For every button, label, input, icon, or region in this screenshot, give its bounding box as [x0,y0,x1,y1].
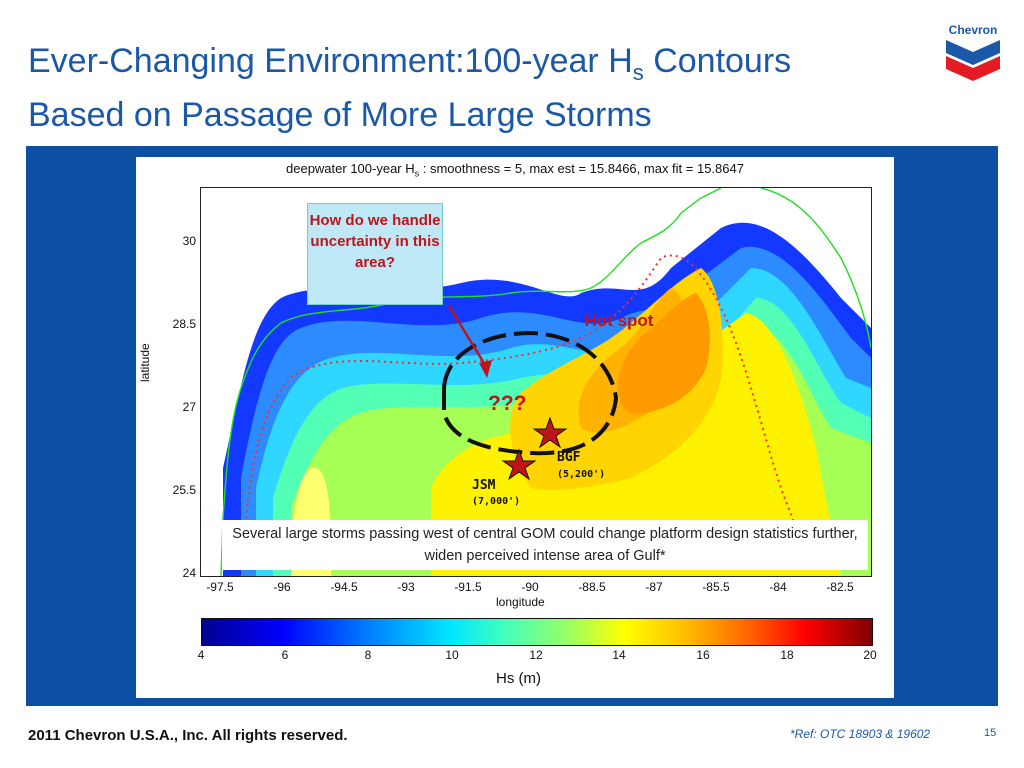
figure-title-sub: s [414,168,420,179]
colorbar-tick: 14 [612,648,626,662]
logo-text: Chevron [949,23,998,37]
title-part1: Ever-Changing Environment:100-year H [28,42,633,80]
x-tick: -90 [521,580,539,594]
colorbar-tick: 12 [529,648,543,662]
callout-box: How do we handle uncertainty in this are… [307,203,443,305]
bgf-star-icon [532,416,568,449]
question-marks: ??? [488,392,527,415]
reference-note: *Ref: OTC 18903 & 19602 [790,727,931,741]
figure-title-part1: deepwater 100-year H [286,161,415,176]
page-number: 15 [984,727,997,739]
slide-title: Ever-Changing Environment:100-year Hs Co… [28,40,928,136]
bgf-depth: (5,200') [557,469,606,480]
bgf-label: BGF [557,450,581,465]
y-tick-25-5: 25.5 [172,483,196,497]
figure-title: deepwater 100-year Hs : smoothness = 5, … [136,161,894,179]
figure-title-part2: : smoothness = 5, max est = 15.8466, max… [419,161,744,176]
title-part2: Contours [643,42,792,80]
y-tick-30: 30 [182,234,196,248]
x-tick: -87 [645,580,663,594]
colorbar-tick: 16 [696,648,710,662]
colorbar-tick: 10 [445,648,459,662]
y-tick-27: 27 [182,400,196,414]
y-tick-28-5: 28.5 [172,317,196,331]
colorbar-tick: 4 [197,648,205,662]
jsm-label: JSM [472,478,496,493]
x-tick: -84 [769,580,787,594]
colorbar-tick: 6 [281,648,289,662]
hot-spot-label: Hot spot [584,311,654,330]
note-box: Several large storms passing west of cen… [222,520,868,570]
title-line2: Based on Passage of More Large Storms [28,95,652,134]
title-subscript: s [632,59,644,85]
colorbar-tick: 8 [364,648,372,662]
jsm-depth: (7,000') [472,496,521,507]
colorbar-tick: 20 [863,648,877,662]
copyright-footer: 2011 Chevron U.S.A., Inc. All rights res… [28,727,348,744]
x-tick: -85.5 [702,580,730,594]
x-axis-label: longitude [496,595,545,609]
colorbar [201,618,873,646]
y-tick-24: 24 [182,566,196,580]
colorbar-tick: 18 [780,648,794,662]
colorbar-label: Hs (m) [496,670,541,687]
x-tick: -97.5 [206,580,234,594]
chevron-logo: Chevron [940,22,1006,84]
x-tick: -96 [273,580,291,594]
jsm-star-icon [501,448,537,481]
x-tick: -91.5 [454,580,482,594]
x-tick: -94.5 [330,580,358,594]
x-tick: -88.5 [578,580,606,594]
x-tick: -82.5 [826,580,854,594]
x-tick: -93 [397,580,415,594]
